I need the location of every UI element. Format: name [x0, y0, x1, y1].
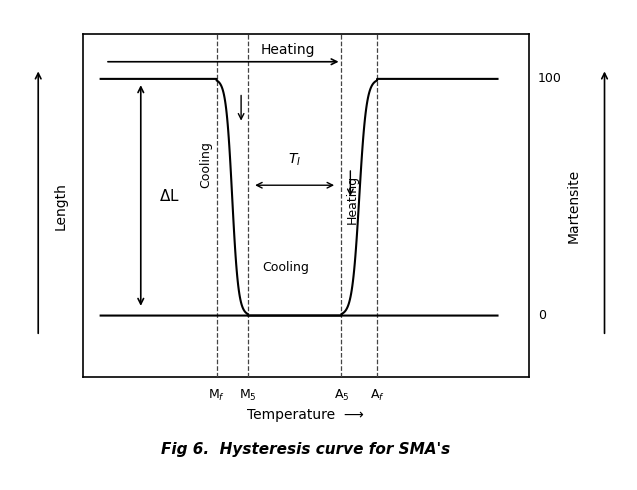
Text: Fig 6.  Hysteresis curve for SMA's: Fig 6. Hysteresis curve for SMA's [161, 442, 450, 458]
Text: Martensite: Martensite [566, 169, 580, 243]
Text: $\Delta$L: $\Delta$L [159, 188, 180, 203]
Text: Cooling: Cooling [262, 261, 309, 274]
Text: Heating: Heating [261, 43, 315, 57]
Text: Temperature  ⟶: Temperature ⟶ [247, 408, 364, 422]
Text: M$_f$: M$_f$ [208, 388, 225, 403]
Text: 100: 100 [538, 73, 561, 85]
Text: 0: 0 [538, 309, 546, 322]
Text: Heating: Heating [346, 174, 359, 223]
Text: M$_5$: M$_5$ [239, 388, 257, 403]
Text: A$_f$: A$_f$ [369, 388, 385, 403]
Text: A$_5$: A$_5$ [334, 388, 349, 403]
Text: $T_I$: $T_I$ [288, 152, 301, 168]
Text: Length: Length [54, 182, 68, 230]
Text: Cooling: Cooling [199, 141, 212, 188]
